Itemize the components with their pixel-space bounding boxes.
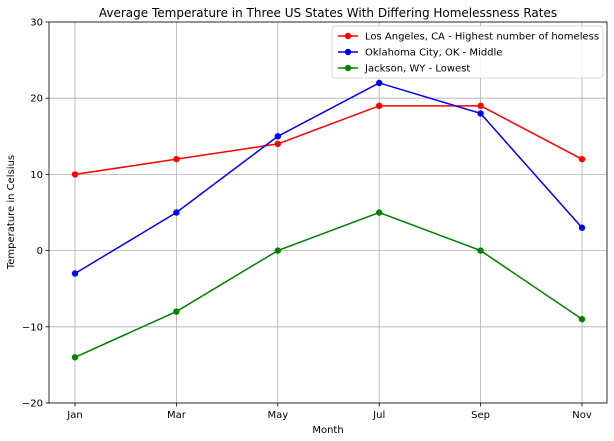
- y-tick-label: −10: [22, 322, 43, 333]
- data-point: [477, 102, 484, 110]
- series-2: [71, 209, 586, 361]
- y-tick-label: 20: [30, 94, 43, 105]
- data-point: [578, 155, 586, 163]
- y-tick-label: 10: [30, 170, 43, 181]
- legend-entry: Jackson, WY - Lowest: [338, 64, 470, 75]
- legend-swatch-marker: [344, 48, 352, 56]
- data-point: [477, 110, 484, 117]
- series-1: [71, 79, 586, 277]
- data-point: [173, 209, 180, 216]
- data-point: [71, 171, 79, 178]
- legend-swatch-marker: [344, 64, 352, 72]
- plot-frame: [48, 21, 608, 404]
- legend-entry: Oklahoma City, OK - Middle: [338, 48, 502, 59]
- data-point: [376, 209, 383, 216]
- series-0: [71, 102, 586, 178]
- series-line: [74, 82, 583, 275]
- legend-label: Oklahoma City, OK - Middle: [365, 48, 502, 59]
- legend-swatch-marker: [344, 32, 352, 40]
- data-point: [274, 247, 281, 254]
- y-tick-label: 30: [30, 18, 43, 29]
- data-point: [477, 247, 484, 254]
- data-point: [274, 133, 281, 140]
- data-point: [578, 315, 586, 323]
- series-line: [74, 211, 583, 358]
- y-axis-label: Temperature in Celsius: [6, 155, 17, 270]
- legend-entry: Los Angeles, CA - Highest number of home…: [338, 32, 599, 43]
- data-point: [173, 308, 180, 315]
- data-point: [71, 354, 79, 361]
- data-point: [274, 140, 281, 148]
- x-tick-label: Nov: [572, 410, 592, 421]
- data-point: [578, 224, 586, 231]
- series-layer: [71, 79, 586, 361]
- ticks: Jan Mar May Jul Sep Nov −20 −10 0 10 20 30: [22, 18, 592, 422]
- legend-label: Los Angeles, CA - Highest number of home…: [365, 32, 599, 43]
- data-point: [173, 155, 180, 163]
- legend: Los Angeles, CA - Highest number of home…: [331, 25, 604, 79]
- x-tick-label: Jul: [372, 410, 385, 421]
- y-tick-label: −20: [22, 399, 43, 410]
- x-tick-label: May: [267, 410, 288, 421]
- data-point: [71, 270, 79, 277]
- legend-label: Jackson, WY - Lowest: [364, 64, 470, 75]
- x-axis-label: Month: [312, 425, 343, 436]
- x-tick-label: Jan: [66, 410, 82, 421]
- series-line: [74, 105, 583, 176]
- data-point: [376, 102, 383, 110]
- y-tick-label: 0: [37, 246, 43, 257]
- x-tick-label: Mar: [167, 410, 187, 421]
- data-point: [376, 79, 383, 87]
- chart-title: Average Temperature in Three US States W…: [99, 6, 557, 20]
- legend-box: [331, 25, 604, 79]
- x-tick-label: Sep: [471, 410, 490, 421]
